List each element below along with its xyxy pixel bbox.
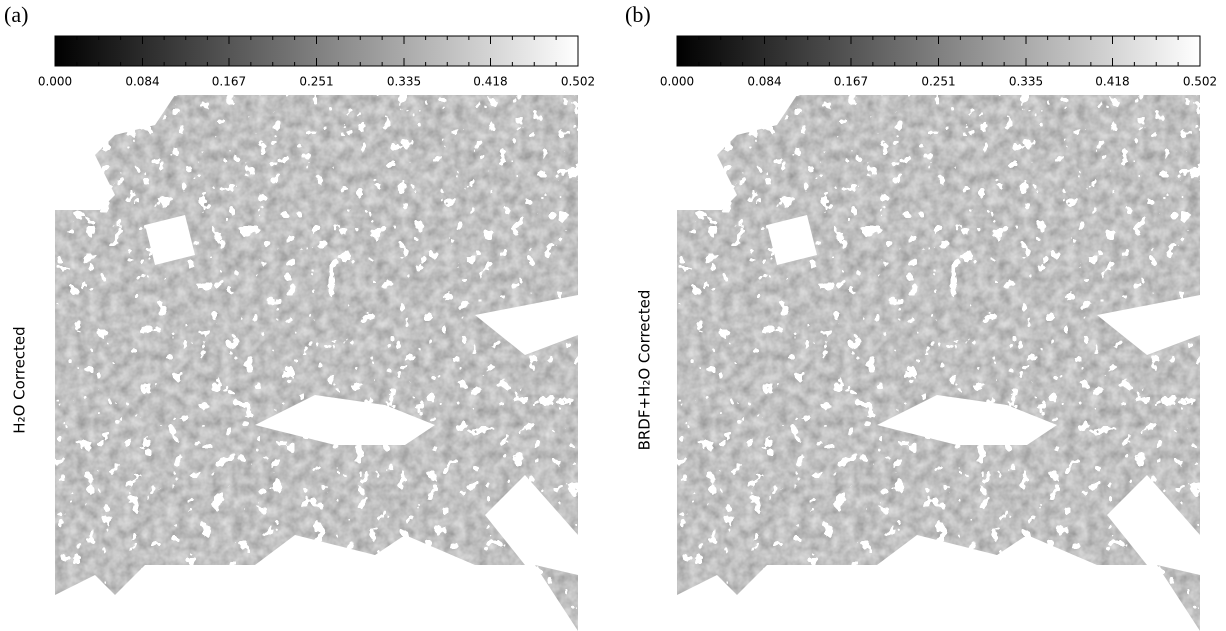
panel-b: (b) BRDF+H₂O Corrected bbox=[625, 2, 1200, 631]
tick-label: 0.167 bbox=[834, 75, 868, 89]
tick-label: 0.418 bbox=[473, 75, 507, 89]
panel-a: (a) H₂O Corrected bbox=[4, 2, 578, 631]
figure: (a) H₂O Corrected (b) BRDF+H₂O Corrected… bbox=[0, 0, 1226, 631]
tick-label: 0.167 bbox=[212, 75, 246, 89]
panel-label: (a) bbox=[4, 2, 28, 27]
tick-label: 0.084 bbox=[747, 75, 781, 89]
page: {"panels": [ {"label": "(a)", "ylabel": … bbox=[0, 0, 1226, 631]
tick-label: 0.418 bbox=[1095, 75, 1129, 89]
y-label: BRDF+H₂O Corrected bbox=[636, 290, 654, 451]
tick-label: 0.335 bbox=[1009, 75, 1043, 89]
tick-label: 0.251 bbox=[299, 75, 333, 89]
tick-label: 0.251 bbox=[921, 75, 955, 89]
tick-label: 0.502 bbox=[561, 75, 595, 89]
tick-label: 0.000 bbox=[660, 75, 694, 89]
tick-label: 0.084 bbox=[125, 75, 159, 89]
image bbox=[677, 95, 1200, 631]
panel-label: (b) bbox=[625, 2, 651, 27]
tick-label: 0.335 bbox=[387, 75, 421, 89]
tick-label: 0.000 bbox=[38, 75, 72, 89]
tick-label: 0.502 bbox=[1183, 75, 1217, 89]
y-label: H₂O Corrected bbox=[11, 326, 29, 433]
image bbox=[55, 95, 578, 631]
